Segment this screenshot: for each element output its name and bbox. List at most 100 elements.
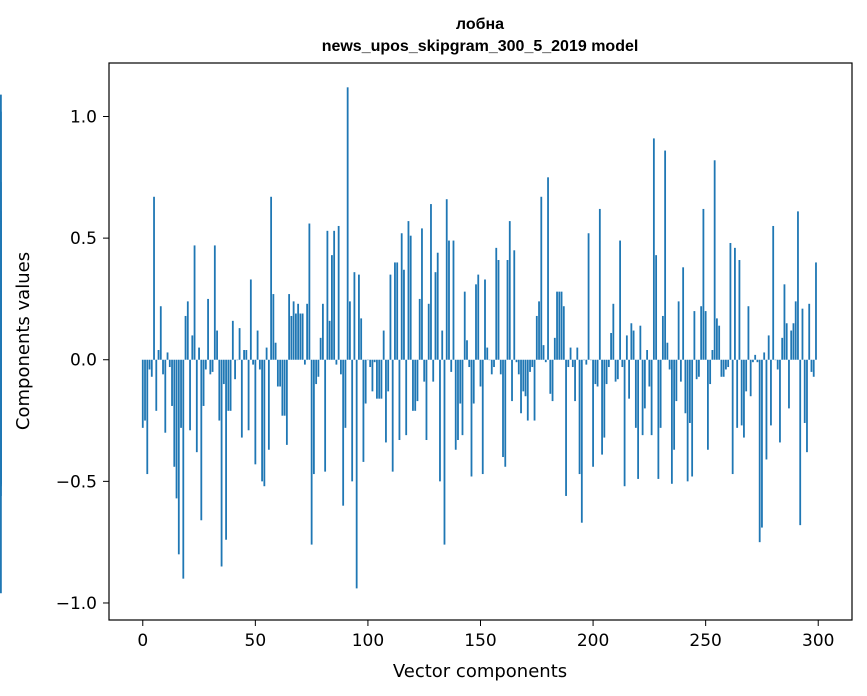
bar [427,303,430,360]
bar [673,359,676,450]
bar [801,308,804,360]
bar [222,359,225,385]
bar [808,303,811,360]
bar [639,325,642,360]
bar [378,359,381,399]
bar [756,359,759,363]
bar [560,291,563,360]
bar [202,359,205,406]
bar [443,359,446,545]
bar [576,347,579,360]
bar [652,138,655,360]
bar [691,359,694,477]
bar [497,260,500,360]
bar [423,359,426,382]
bar [407,221,410,360]
bar [470,359,473,477]
bar [218,359,221,421]
bar [396,262,399,360]
bar [565,359,567,496]
bar [531,359,534,368]
bar [619,240,621,360]
bar [380,359,383,399]
bar [495,247,498,360]
bar [630,323,633,360]
bar [477,274,480,360]
x-tick-label: 0 [137,631,148,651]
bar [225,359,227,540]
x-axis-label: Vector components [393,661,567,682]
bar [643,359,646,409]
bar [157,350,160,360]
bar [297,303,300,360]
bar [664,150,667,360]
bar [349,301,351,360]
bar [727,359,730,368]
bar [623,359,626,487]
bar [180,359,182,428]
bar [144,359,146,421]
bar [679,359,682,382]
bar [148,359,151,370]
chart-title-line1: лобна [456,16,504,33]
bar [333,230,336,360]
bar [198,347,200,360]
bar [387,359,390,392]
bar [159,306,162,360]
bar [247,359,250,431]
bar [803,359,806,423]
bar [668,359,671,370]
bar [754,354,757,360]
bar [657,359,660,479]
bar [540,196,543,360]
bar [153,196,155,360]
bar [648,359,651,387]
bar [252,359,254,365]
bar [346,87,349,360]
bar [770,359,772,426]
bar [562,306,565,360]
bar [249,279,252,360]
bar [794,301,797,360]
bar [707,359,709,450]
bar [312,359,315,475]
bar [578,359,581,475]
bar [655,255,658,360]
bar [772,225,775,360]
bar [351,359,354,482]
bar [220,359,223,567]
bar [515,359,518,363]
bar [792,323,795,360]
bar [317,359,320,377]
bar [173,359,176,467]
bar [587,233,590,360]
bar [632,330,635,360]
bar [457,359,459,441]
x-tick-label: 50 [245,631,267,651]
bar [310,359,313,545]
bar [409,235,412,360]
bar [547,177,549,360]
bar [459,359,462,404]
bar [698,359,700,377]
bar [243,350,245,360]
bar [288,294,291,360]
bar [790,330,793,360]
bar [574,359,576,402]
bar [529,359,531,372]
bar [452,240,455,360]
bar [747,306,750,360]
bar [812,359,815,377]
bar [150,359,153,377]
bar [418,298,421,360]
x-tick-label: 200 [577,631,609,651]
bar [702,208,705,360]
bar [738,260,741,360]
bar [274,342,277,360]
bar [567,359,570,368]
bar [211,359,214,372]
bar [421,228,423,360]
bar [184,315,187,360]
bar [511,359,513,402]
y-tick-label: −0.5 [56,472,97,492]
